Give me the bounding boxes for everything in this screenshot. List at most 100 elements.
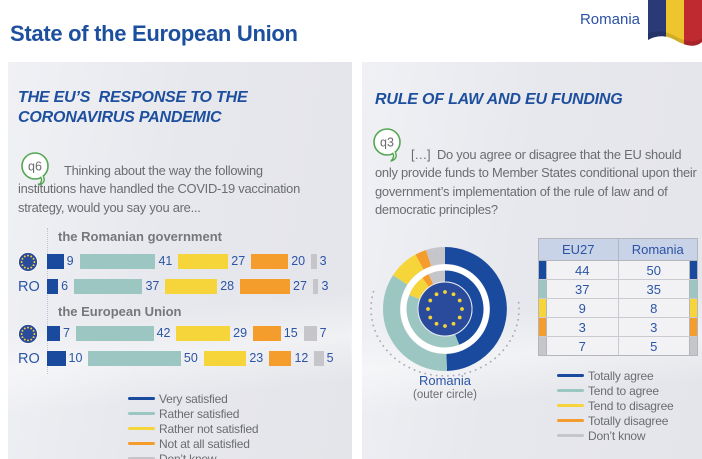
row-color-marker	[539, 280, 547, 298]
bar-segment	[314, 351, 324, 366]
table-cell-eu27: 37	[547, 280, 619, 298]
donut-outer-ring-segment	[415, 249, 432, 270]
bar-segment	[240, 279, 291, 294]
table-cell-romania: 3	[650, 319, 658, 335]
bar-value: 27	[231, 254, 246, 268]
row-color-marker	[539, 261, 547, 279]
question-text-q3: […] Do you agree or disagree that the EU…	[375, 147, 700, 217]
donut-outer-ring-segment	[392, 254, 424, 285]
eu-flag-star	[457, 298, 462, 303]
table-row: 44 50	[539, 261, 697, 280]
legend-label: Don’t know	[159, 451, 217, 459]
bar-segment	[311, 254, 317, 269]
bar-group-label: the European Union	[58, 304, 182, 319]
donut-outer-ring-segment	[426, 247, 446, 267]
question-bubble-q3: q3	[373, 128, 401, 162]
legend-swatch	[557, 374, 584, 377]
legend-label: Totally disagree	[588, 413, 669, 428]
bar-segment	[47, 254, 64, 269]
bar-value: 10	[68, 351, 83, 365]
bar-segment	[203, 351, 247, 366]
donut-inner-ring-segment	[428, 270, 446, 285]
bar-value: 7	[319, 326, 327, 340]
legend-covid: Very satisfied Rather satisfied Rather not…	[128, 391, 259, 459]
legend-item: Not at all satisfied	[128, 436, 258, 451]
legend-label: Don’t know	[588, 428, 646, 443]
bar-group-label: the Romanian government	[58, 229, 222, 244]
bar-row: RO 10 50 23 12 5	[18, 351, 352, 367]
bar-segment	[47, 351, 66, 366]
bar-value: 12	[294, 351, 309, 365]
donut-caption-note: (outer circle)	[413, 388, 477, 401]
question-badge-q6: q6	[28, 160, 42, 174]
table-cell-eu27: 9	[547, 299, 619, 317]
row-color-marker	[689, 318, 697, 336]
bar-row: 9 41 27 20 3	[18, 251, 352, 272]
bar-segment	[269, 351, 292, 366]
donut-outer-ring-segment	[444, 247, 507, 371]
row-color-marker	[539, 318, 547, 336]
legend-swatch	[128, 397, 155, 400]
eu-flag-star	[451, 292, 456, 297]
rule-of-law-panel-title: RULE OF LAW AND EU FUNDING	[375, 91, 623, 108]
bar-segment	[47, 279, 59, 294]
legend-label: Tend to disagree	[588, 398, 674, 413]
bar-value: 5	[326, 351, 334, 365]
row-color-marker	[539, 299, 547, 317]
eu-flag-icon	[18, 323, 38, 344]
bar-segment	[303, 326, 317, 341]
legend-item: Totally disagree	[557, 413, 674, 428]
q3-donut-chart	[370, 247, 520, 377]
table-cell-romania: 5	[650, 338, 658, 354]
table-cell-eu27: 3	[547, 318, 619, 336]
bar-segment	[176, 326, 231, 341]
table-body: 44 50 37 35 9 8 3 3 7 5	[539, 261, 697, 355]
bar-segment	[251, 254, 289, 269]
legend-item: Don’t know	[128, 451, 258, 459]
table-header-romania: Romania	[631, 242, 684, 257]
question-badge-q3: q3	[380, 136, 394, 150]
row-label-eu	[18, 323, 47, 344]
bar-value: 7	[62, 326, 70, 340]
table-cell-romania: 35	[646, 281, 661, 297]
row-color-marker	[689, 337, 697, 355]
eu-flag-star	[428, 315, 433, 320]
eu-flag-star	[460, 307, 464, 311]
eu-flag-star	[457, 315, 462, 320]
romania-flag-icon	[648, 0, 702, 46]
donut-inner-ring-segment	[409, 277, 430, 300]
legend-item: Rather satisfied	[128, 406, 258, 421]
eu-flag-icon	[417, 281, 473, 337]
donut-inner-ring-segment	[406, 294, 460, 348]
table-header-row: EU27 Romania	[539, 239, 697, 261]
bar-value: 20	[291, 254, 306, 268]
bar-value: 41	[158, 254, 173, 268]
donut-caption-country: Romania	[418, 373, 472, 388]
legend-swatch	[557, 404, 584, 407]
row-color-marker	[689, 280, 697, 298]
eu-flag-icon	[18, 251, 38, 272]
bar-segment	[165, 279, 218, 294]
legend-swatch	[557, 419, 584, 422]
legend-label: Rather not satisfied	[159, 421, 259, 436]
bar-segment	[79, 254, 156, 269]
eu-flag-star	[434, 321, 439, 326]
legend-item: Very satisfied	[128, 391, 258, 406]
bar-row: RO 6 37 28 27 3	[18, 279, 352, 295]
legend-swatch	[128, 442, 155, 445]
bar-value: 50	[183, 351, 198, 365]
donut-inner-ring-segment	[422, 274, 434, 287]
donut-caption: Romania (outer circle)	[395, 373, 495, 402]
bar-segment	[74, 279, 143, 294]
donut-outer-ring-segment	[383, 275, 447, 371]
table-row: 37 35	[539, 280, 697, 299]
bar-value: 42	[156, 326, 171, 340]
bar-value: 23	[249, 351, 264, 365]
eu-flag-star	[451, 321, 456, 326]
legend-swatch	[128, 457, 155, 459]
eu-flag-star	[426, 307, 430, 311]
bar-segment	[178, 254, 229, 269]
eu-flag-star	[428, 298, 433, 303]
